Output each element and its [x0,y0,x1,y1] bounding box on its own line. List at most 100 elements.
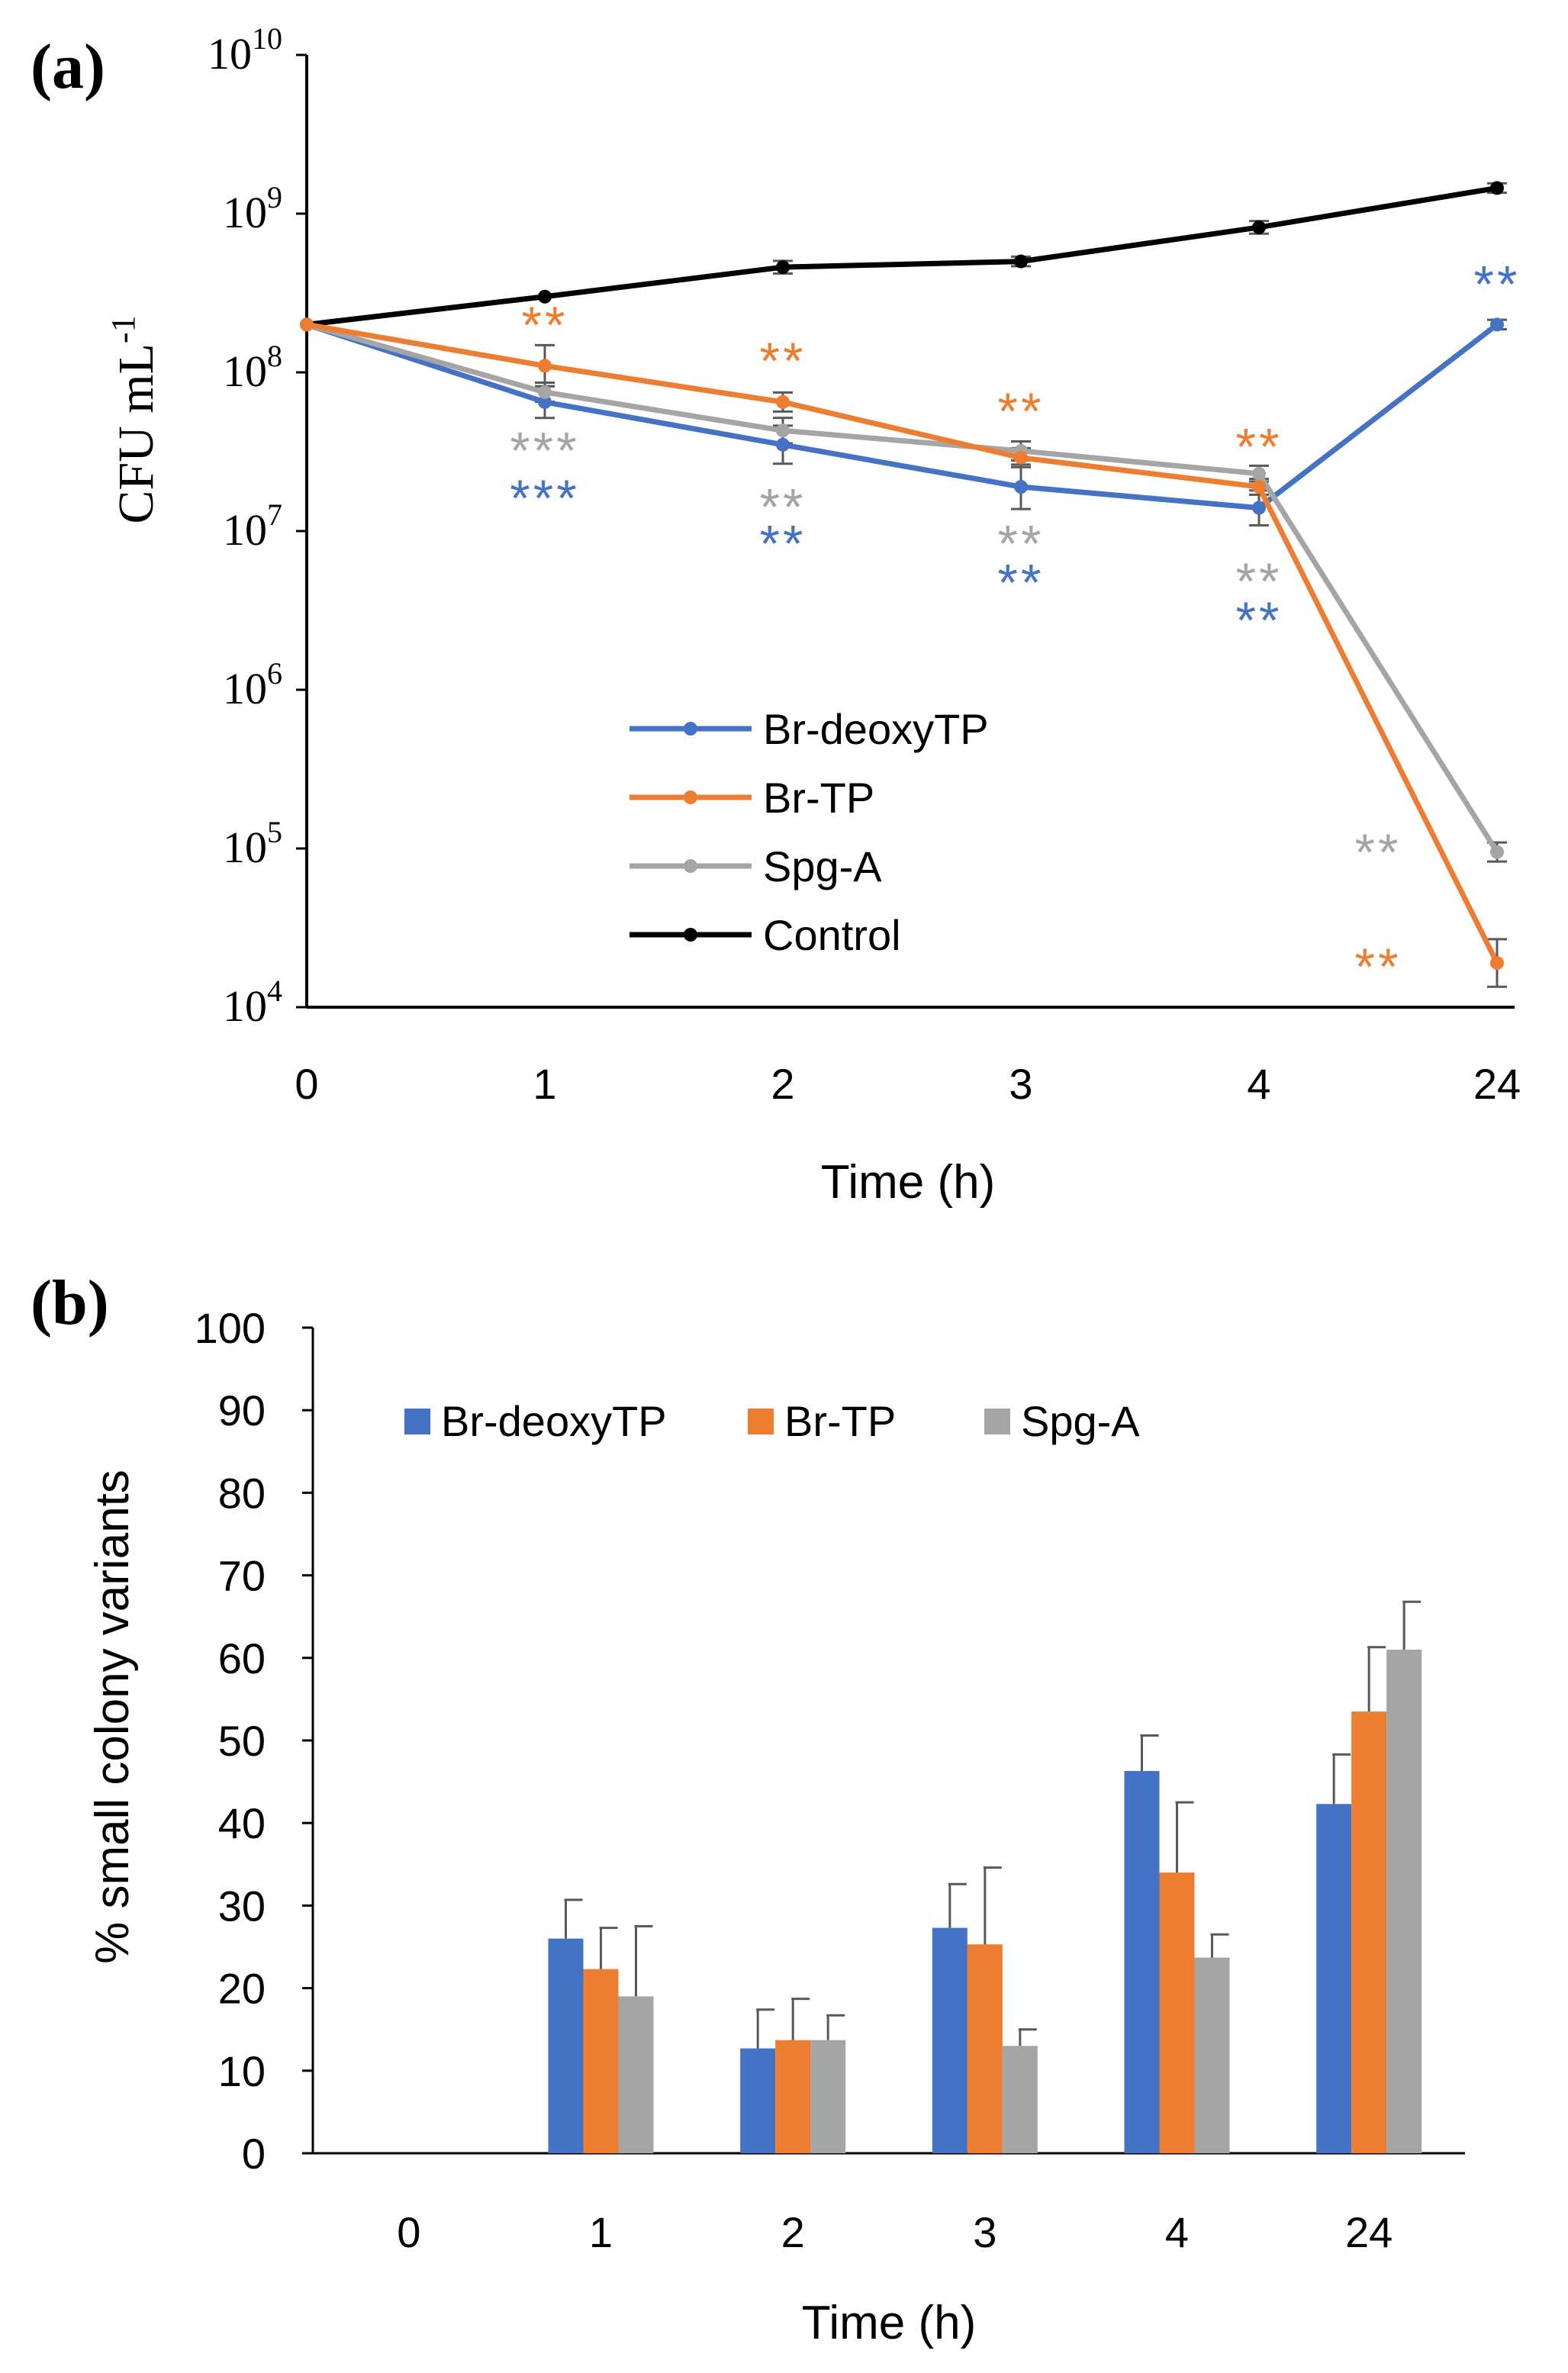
significance-marker: ** [760,478,807,536]
bar-br-tp [1159,1872,1195,2153]
legend-swatch-br-tp [748,1409,774,1434]
panel-a-y-tick-label: 105 [223,815,282,872]
series-line-control [306,185,1498,327]
significance-marker: *** [510,469,579,527]
data-point-br-deoxytp [776,437,790,452]
significance-marker: ** [1474,255,1521,313]
significance-marker: ** [998,554,1045,612]
legend-swatch-br-deoxytp [404,1409,430,1434]
data-point-br-tp [300,317,314,332]
panel-a-y-tick-label: 107 [223,497,282,555]
data-point-spg-a [1490,845,1504,859]
significance-marker: ** [998,515,1045,573]
panel-b-y-tick-label: 90 [218,1386,266,1434]
significance-marker: ** [1236,417,1283,475]
data-point-spg-a [1252,466,1266,481]
bar-br-tp [1351,1711,1387,2153]
panel-a-x-tick-label: 2 [771,1060,794,1108]
data-point-control [776,260,790,275]
bar-br-deoxytp [1124,1771,1160,2153]
significance-marker: ** [1236,552,1283,610]
data-point-control [1490,181,1504,195]
panel-b-label: (b) [31,1267,109,1338]
legend-label-br-deoxytp: Br-deoxyTP [763,705,989,753]
bar-br-deoxytp [740,2048,776,2153]
legend-swatch-marker [684,722,697,736]
bar-spg-a [810,2040,846,2153]
legend-label-br-tp: Br-TP [784,1397,896,1445]
legend-swatch-marker [684,790,697,804]
panel-a-x-tick-label: 24 [1473,1060,1521,1108]
panel-a-y-tick-label: 106 [223,656,282,713]
panel-a-y-tick-label: 109 [223,180,282,237]
legend-swatch-marker [684,928,697,942]
data-point-br-deoxytp [1252,501,1266,515]
panel-a-x-tick-label: 0 [295,1060,318,1108]
legend-swatch-spg-a [984,1409,1010,1434]
data-point-br-deoxytp [1490,317,1504,332]
panel-b-y-tick-label: 10 [218,2047,266,2095]
panel-b-x-tick-label: 2 [781,2208,805,2256]
significance-marker: ** [760,515,807,573]
data-point-br-tp [1014,450,1028,465]
panel-a-y-tick-label: 1010 [208,21,282,79]
panel-a-line-chart: (a) 104 105 106 107 108 109 1010 0 1 2 3 4 24 CFU m… [31,21,1521,1209]
data-point-br-tp [776,394,790,409]
panel-b-y-axis-title: % small colony variants [86,1470,139,1964]
significance-marker: ** [998,382,1045,440]
bar-br-deoxytp [1316,1804,1352,2153]
series-line-br-deoxytp [305,322,1499,511]
significance-marker: ** [1236,591,1283,649]
panel-b-y-tick-label: 50 [218,1717,266,1765]
bar-br-deoxytp [548,1938,584,2153]
panel-a-label: (a) [31,31,105,102]
panel-b-x-axis-title: Time (h) [802,2297,976,2349]
panel-a-x-axis-title: Time (h) [821,1156,995,1209]
data-point-control [538,289,552,304]
panel-b-y-tick-label: 100 [195,1304,266,1352]
bar-br-tp [583,1969,619,2153]
series-line-spg-a [306,322,1499,854]
panel-b-y-tick-label: 70 [218,1552,266,1600]
panel-b-bar-chart: (b) 0 10 20 30 40 50 60 70 80 90 100 0 1 2 3 4 24 % sma… [31,1267,1465,2349]
legend-label-br-tp: Br-TP [763,774,874,822]
legend-label-control: Control [763,911,901,959]
significance-marker: ** [760,332,807,390]
significance-marker: ** [522,296,568,354]
panel-b-y-tick-label: 20 [218,1965,266,2013]
bar-spg-a [1002,2046,1038,2153]
legend-label-br-deoxytp: Br-deoxyTP [441,1397,667,1445]
legend-swatch-marker [684,859,697,873]
data-point-control [1252,220,1266,234]
series-line-br-tp [306,321,1500,964]
bar-br-tp [775,2040,811,2153]
panel-b-x-tick-label: 24 [1345,2208,1393,2256]
data-point-br-tp [1252,480,1266,494]
panel-b-y-tick-label: 0 [242,2130,266,2178]
bar-br-tp [967,1944,1003,2153]
panel-b-y-tick-label: 60 [218,1634,266,1682]
data-point-br-tp [538,359,552,373]
panel-b-y-tick-label: 40 [218,1799,266,1847]
data-point-br-tp [1490,956,1504,971]
data-point-control [1014,254,1028,269]
panel-b-y-tick-label: 80 [218,1469,266,1517]
significance-marker: *** [510,421,579,479]
panel-a-x-tick-label: 4 [1247,1060,1270,1108]
data-point-spg-a [776,423,790,438]
bar-br-deoxytp [932,1927,968,2153]
legend-label-spg-a: Spg-A [763,842,882,890]
panel-b-x-tick-label: 3 [973,2208,997,2256]
panel-b-y-tick-label: 30 [218,1882,266,1930]
significance-marker: ** [1355,938,1402,996]
bar-spg-a [1386,1649,1422,2153]
significance-marker: ** [1355,823,1402,881]
panel-a-y-axis-title: CFU mL-1 [105,315,164,523]
data-point-spg-a [538,385,552,399]
panel-b-x-tick-label: 4 [1165,2208,1189,2256]
data-point-br-deoxytp [538,394,552,409]
bar-spg-a [618,1996,654,2153]
panel-a-y-tick-label: 104 [223,974,282,1031]
panel-a-x-tick-label: 3 [1009,1060,1032,1108]
